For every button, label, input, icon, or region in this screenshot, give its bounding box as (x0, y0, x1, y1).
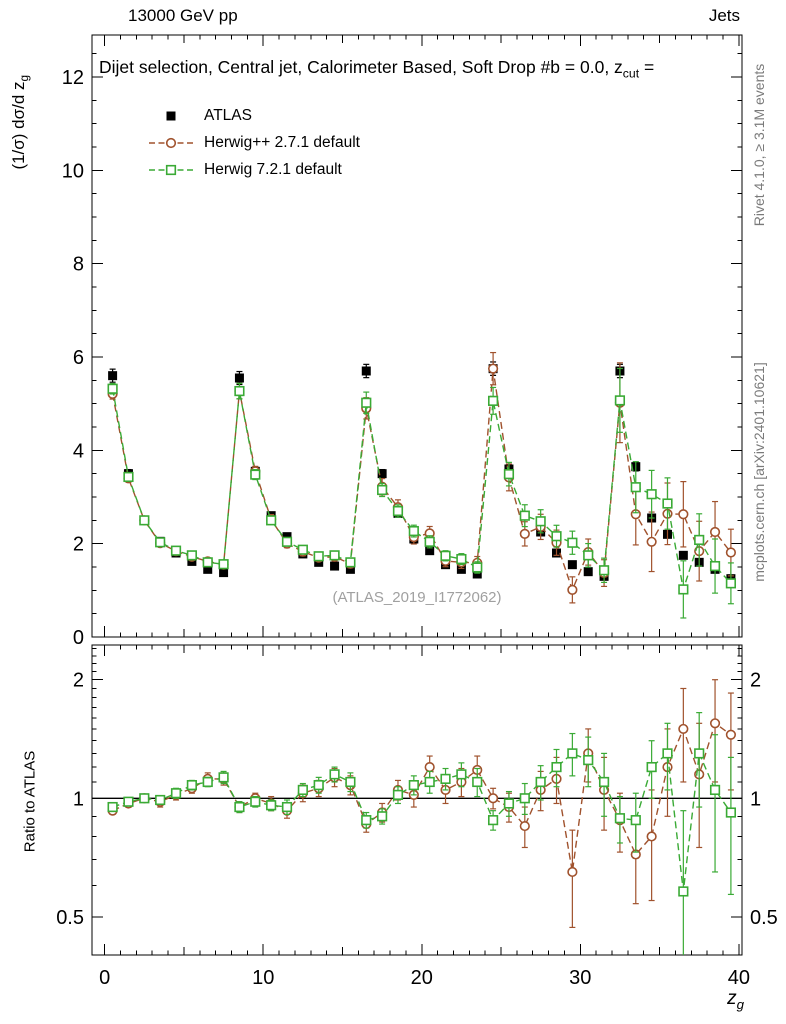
rivet-version-text: Rivet 4.1.0, ≥ 3.1M events (751, 63, 767, 227)
svg-text:40: 40 (728, 967, 750, 989)
svg-text:8: 8 (73, 254, 84, 276)
plot-title: Dijet selection, Central jet, Calorimete… (99, 57, 743, 81)
svg-text:2: 2 (750, 670, 761, 692)
legend-label-herwig7: Herwig 7.2.1 default (204, 160, 342, 178)
beam-energy-label: 13000 GeV pp (128, 6, 238, 25)
svg-text:6: 6 (73, 347, 84, 369)
legend-label-herwigpp: Herwig++ 2.7.1 default (204, 133, 360, 151)
svg-text:4: 4 (73, 440, 84, 462)
svg-text:12: 12 (62, 67, 84, 89)
legend-item-atlas: ATLAS (148, 102, 360, 129)
svg-text:2: 2 (73, 670, 84, 692)
legend-item-herwig7: Herwig 7.2.1 default (148, 156, 360, 183)
atlas-marker-swatch (148, 108, 194, 124)
svg-text:30: 30 (569, 967, 591, 989)
plot-title-text: Dijet selection, Central jet, Calorimete… (99, 57, 623, 77)
analysis-id-watermark: (ATLAS_2019_I1772062) (332, 589, 502, 606)
y-axis-label: (1/σ) dσ/d zg (9, 12, 31, 232)
svg-text:0.5: 0.5 (56, 907, 84, 929)
x-axis-label-text: z (727, 988, 737, 1009)
svg-text:1: 1 (73, 788, 84, 810)
legend: ATLAS Herwig++ 2.7.1 default Herwig 7.2.… (148, 102, 360, 183)
svg-text:2: 2 (73, 534, 84, 556)
herwigpp-marker-swatch (148, 135, 194, 151)
svg-text:1: 1 (750, 788, 761, 810)
x-axis-label-subscript: g (736, 996, 744, 1012)
legend-item-herwigpp: Herwig++ 2.7.1 default (148, 129, 360, 156)
svg-text:0: 0 (99, 967, 110, 989)
svg-text:10: 10 (62, 160, 84, 182)
svg-text:10: 10 (252, 967, 274, 989)
ratio-axis-label: Ratio to ATLAS (21, 750, 39, 853)
legend-label-atlas: ATLAS (204, 106, 252, 124)
y-axis-label-subscript: g (17, 74, 32, 82)
svg-text:0.5: 0.5 (750, 907, 778, 929)
process-label: Jets (708, 6, 740, 25)
x-axis-label: zg (698, 988, 744, 1012)
svg-text:0: 0 (73, 627, 84, 649)
plot-title-subscript: cut (622, 66, 640, 81)
y-axis-label-text: (1/σ) dσ/d z (8, 81, 28, 170)
herwig7-marker-swatch (148, 162, 194, 178)
svg-text:20: 20 (411, 967, 433, 989)
plot-title-tail: = (639, 57, 655, 77)
mcplots-reference-text: mcplots.cern.ch [arXiv:2401.10621] (751, 362, 767, 582)
